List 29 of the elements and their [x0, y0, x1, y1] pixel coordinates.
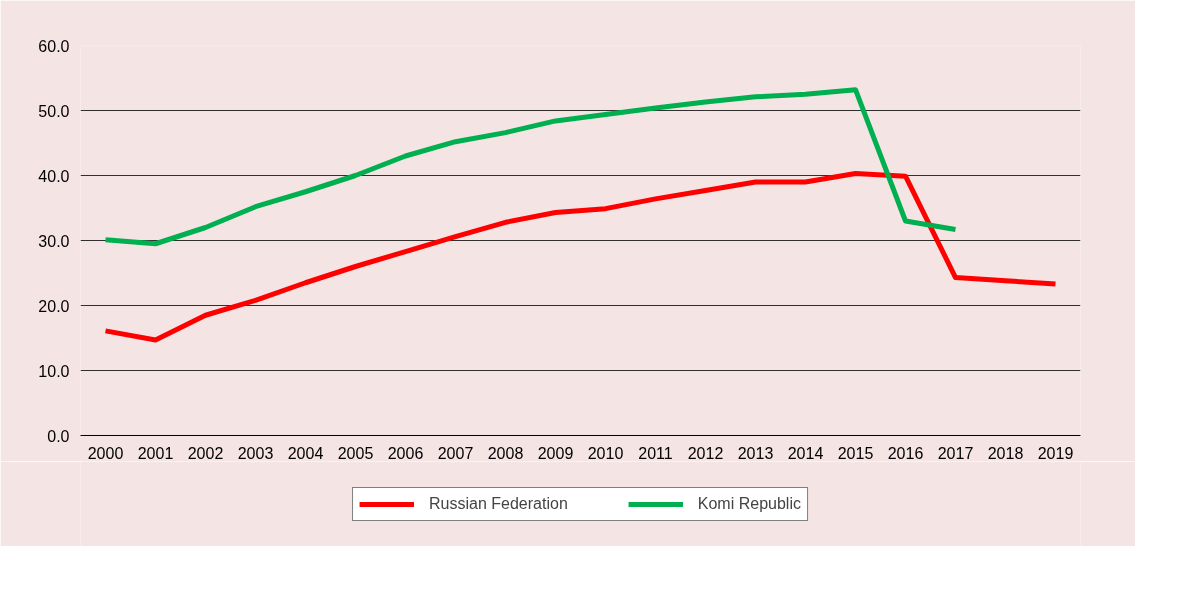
x-tick-label: 2003 — [237, 444, 274, 462]
x-tick-label: 2009 — [537, 444, 574, 462]
x-tick-label: 2007 — [437, 444, 474, 462]
legend-label: Russian Federation — [429, 494, 568, 513]
x-tick-label: 2002 — [187, 444, 224, 462]
x-tick-label: 2017 — [937, 444, 974, 462]
x-tick-label: 2019 — [1037, 444, 1074, 462]
x-tick-label: 2000 — [87, 444, 124, 462]
x-tick-label: 2006 — [387, 444, 424, 462]
y-tick-label: 60.0 — [38, 37, 70, 55]
x-tick-label: 2008 — [487, 444, 524, 462]
x-tick-label: 2015 — [837, 444, 874, 462]
x-tick-label: 2014 — [787, 444, 824, 462]
y-tick-label: 50.0 — [38, 102, 70, 120]
x-tick-label: 2005 — [337, 444, 374, 462]
y-tick-label: 40.0 — [38, 167, 70, 185]
x-tick-label: 2012 — [687, 444, 724, 462]
x-tick-label: 2004 — [287, 444, 324, 462]
y-tick-label: 0.0 — [47, 427, 70, 445]
y-tick-label: 10.0 — [38, 362, 70, 380]
legend-label: Komi Republic — [697, 494, 801, 513]
x-tick-label: 2016 — [887, 444, 924, 462]
x-tick-label: 2011 — [638, 444, 673, 462]
x-tick-label: 2013 — [737, 444, 774, 462]
y-tick-label: 30.0 — [38, 232, 70, 250]
x-tick-label: 2001 — [137, 444, 174, 462]
y-tick-label: 20.0 — [38, 297, 70, 315]
x-tick-label: 2018 — [987, 444, 1024, 462]
x-tick-label: 2010 — [587, 444, 624, 462]
